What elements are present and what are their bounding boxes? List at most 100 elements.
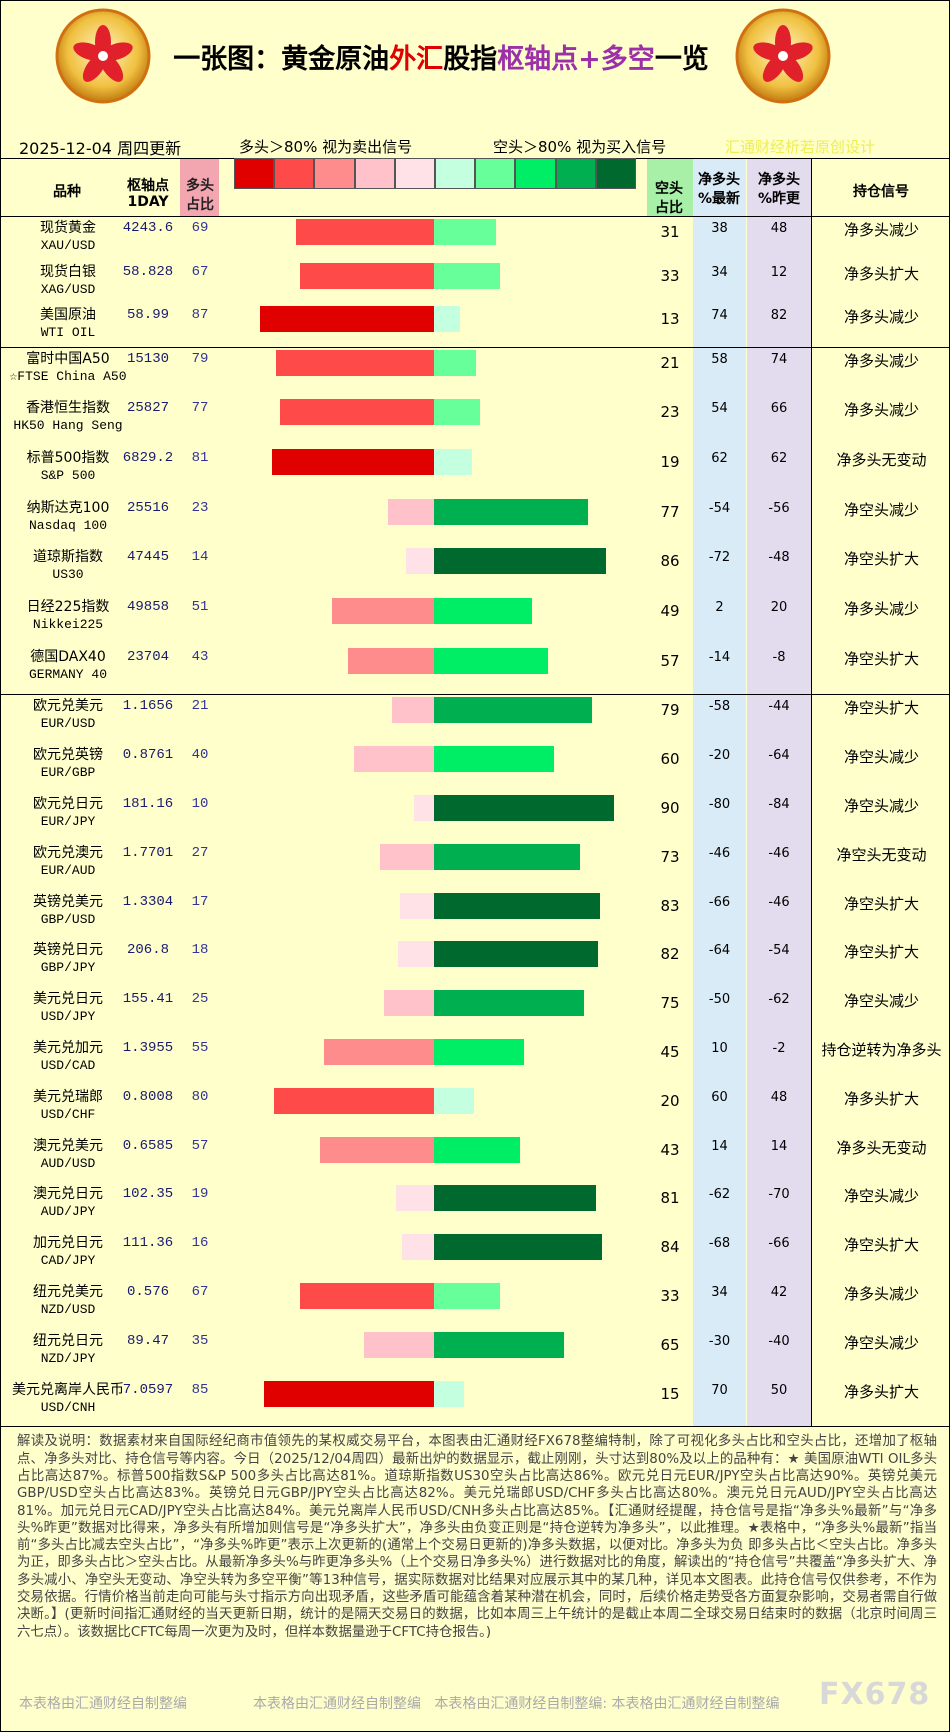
col-bg bbox=[747, 159, 811, 1426]
column-header: 占比 bbox=[186, 197, 214, 213]
code: AUD/JPY bbox=[40, 1204, 96, 1220]
legend-swatch bbox=[274, 158, 315, 189]
notes: 解读及说明：数据素材来自国际经纪商市值领先的某权威交易平台，本图表由汇通财经FX… bbox=[17, 1434, 937, 1640]
long-bar bbox=[264, 1380, 434, 1407]
section-line bbox=[1, 1426, 949, 1428]
net-new: 60 bbox=[711, 1089, 728, 1105]
long-pct: 79 bbox=[191, 350, 209, 367]
legend-long: 多头＞80% 视为卖出信号 bbox=[239, 138, 413, 156]
net-new: 62 bbox=[711, 450, 728, 466]
code: WTI OIL bbox=[40, 325, 96, 340]
net-new: 54 bbox=[711, 401, 728, 417]
net-new: 14 bbox=[711, 1138, 728, 1154]
name-text: 标普500指数 bbox=[26, 449, 110, 466]
short-pct: 33 bbox=[660, 266, 680, 285]
short-pct: 82 bbox=[660, 945, 680, 964]
short-bar bbox=[434, 1380, 464, 1407]
name: 澳元兑美元 AUD/USD bbox=[7, 1138, 129, 1172]
long-bar bbox=[272, 448, 434, 475]
legend-swatch bbox=[515, 158, 556, 189]
pivot: 155.41 bbox=[122, 991, 174, 1008]
short-bar bbox=[434, 262, 500, 289]
long-bar bbox=[406, 548, 434, 575]
short-bar bbox=[434, 697, 592, 724]
credit: 汇通财经析若原创设计 bbox=[725, 138, 876, 156]
code: EUR/JPY bbox=[40, 814, 96, 829]
short-pct: 75 bbox=[660, 994, 680, 1013]
signal: 净多头减少 bbox=[843, 351, 919, 370]
net-new: -64 bbox=[708, 943, 731, 959]
name-text: 现货白银 bbox=[40, 263, 96, 280]
short-pct: 15 bbox=[660, 1384, 680, 1403]
long-bar bbox=[276, 349, 434, 376]
long-bar bbox=[384, 990, 434, 1017]
pivot: 1.1656 bbox=[122, 698, 174, 715]
net-prev: 12 bbox=[770, 264, 788, 280]
pivot: 4243.6 bbox=[122, 220, 174, 236]
long-pct: 17 bbox=[191, 893, 209, 910]
brand: FX678 bbox=[819, 1677, 931, 1712]
code: NZD/USD bbox=[40, 1302, 96, 1317]
column-header: %最新 bbox=[697, 191, 741, 207]
name-text: 纳斯达克100 bbox=[26, 499, 110, 516]
legend-swatch bbox=[394, 158, 435, 189]
pivot: 111.36 bbox=[122, 1235, 174, 1252]
section-line bbox=[1, 346, 949, 348]
net-new: 74 bbox=[711, 308, 728, 323]
long-pct: 77 bbox=[191, 400, 209, 417]
net-prev: -54 bbox=[768, 943, 790, 959]
long-pct: 43 bbox=[191, 648, 209, 665]
column-header: 空头 bbox=[655, 181, 683, 197]
long-bar bbox=[274, 1087, 434, 1114]
signal: 净空头减少 bbox=[843, 500, 919, 519]
net-prev: -2 bbox=[772, 1041, 786, 1056]
net-prev: -84 bbox=[768, 797, 790, 812]
net-new: 34 bbox=[711, 1285, 728, 1300]
col-bg bbox=[180, 159, 219, 216]
net-new: -46 bbox=[708, 845, 731, 861]
short-pct: 19 bbox=[660, 452, 680, 471]
name: 美国原油 WTI OIL bbox=[7, 307, 129, 341]
section-line bbox=[1, 694, 949, 696]
net-new: -72 bbox=[708, 550, 731, 566]
long-pct: 35 bbox=[191, 1332, 209, 1349]
column-header: 占比 bbox=[655, 200, 683, 216]
name: 富时中国A50 ☆FTSE China A50 bbox=[7, 351, 129, 385]
code: Nikkei225 bbox=[32, 617, 104, 632]
pivot: 23704 bbox=[126, 648, 169, 665]
name-text: 美国原油 bbox=[40, 307, 96, 323]
name-text: 欧元兑美元 bbox=[33, 698, 103, 715]
pivot: 89.47 bbox=[126, 1332, 169, 1349]
signal: 净空头扩大 bbox=[843, 699, 919, 718]
signal: 净多头减少 bbox=[843, 600, 919, 618]
pivot: 0.576 bbox=[126, 1284, 169, 1300]
short-bar bbox=[434, 1331, 564, 1358]
pivot: 0.6585 bbox=[122, 1137, 174, 1154]
short-bar bbox=[434, 306, 460, 332]
long-pct: 67 bbox=[191, 1284, 209, 1300]
short-bar bbox=[434, 1136, 520, 1163]
title-part: 一张图：黄金原油 bbox=[173, 44, 390, 75]
short-pct: 73 bbox=[660, 847, 680, 866]
signal: 净空头减少 bbox=[843, 797, 919, 815]
code: NZD/JPY bbox=[40, 1350, 96, 1366]
name-text: 澳元兑美元 bbox=[33, 1137, 103, 1154]
code: S&P 500 bbox=[40, 467, 96, 483]
legend-swatch bbox=[435, 158, 476, 189]
short-bar bbox=[434, 498, 588, 525]
logos bbox=[55, 8, 831, 104]
long-bar bbox=[280, 399, 434, 426]
signal: 净多头扩大 bbox=[843, 264, 919, 283]
name: 欧元兑英镑 EUR/GBP bbox=[7, 747, 129, 781]
short-bar bbox=[434, 795, 614, 821]
pivot: 7.0597 bbox=[122, 1381, 174, 1398]
short-pct: 20 bbox=[660, 1091, 680, 1110]
code: GBP/USD bbox=[40, 911, 96, 927]
short-bar bbox=[434, 1185, 596, 1212]
long-pct: 19 bbox=[191, 1186, 209, 1203]
net-prev: -56 bbox=[768, 500, 790, 516]
net-prev: 62 bbox=[770, 450, 788, 466]
pivot: 1.3955 bbox=[122, 1040, 174, 1056]
net-prev: -62 bbox=[768, 992, 790, 1008]
net-new: 70 bbox=[711, 1382, 728, 1398]
